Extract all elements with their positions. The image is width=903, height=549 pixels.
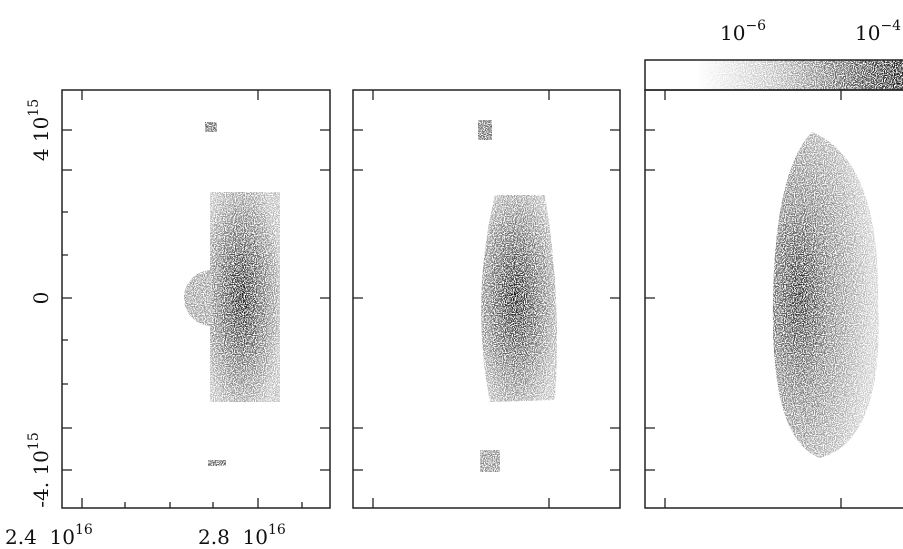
label-part: 0: [29, 292, 53, 305]
label-part: −4: [880, 18, 901, 34]
label-part: -4. 10: [29, 450, 53, 508]
colorbar-label: 10−6: [720, 18, 766, 45]
ticks: [62, 90, 842, 508]
colorbar: [645, 60, 903, 90]
x-tick-label: 2.8 1016: [198, 522, 286, 549]
panel: [61, 89, 331, 509]
label-part: 10: [855, 21, 880, 45]
label-part: 16: [75, 522, 93, 538]
y-tick-label: 0: [29, 292, 53, 305]
panel: [644, 89, 903, 509]
y-tick-label: -4. 1015: [26, 432, 53, 507]
label-part: 2.8 10: [198, 525, 268, 549]
y-tick-label: 4 1015: [26, 99, 53, 161]
panel: [352, 89, 621, 509]
label-part: −6: [745, 18, 766, 34]
label-part: 15: [26, 99, 42, 117]
label-part: 2.4 10: [5, 525, 75, 549]
label-part: 10: [720, 21, 745, 45]
x-tick-label: 2.4 1016: [5, 522, 93, 549]
label-part: 16: [268, 522, 286, 538]
label-part: 4 10: [29, 117, 53, 162]
label-part: 15: [26, 432, 42, 450]
colorbar-label: 10−4: [855, 18, 901, 45]
